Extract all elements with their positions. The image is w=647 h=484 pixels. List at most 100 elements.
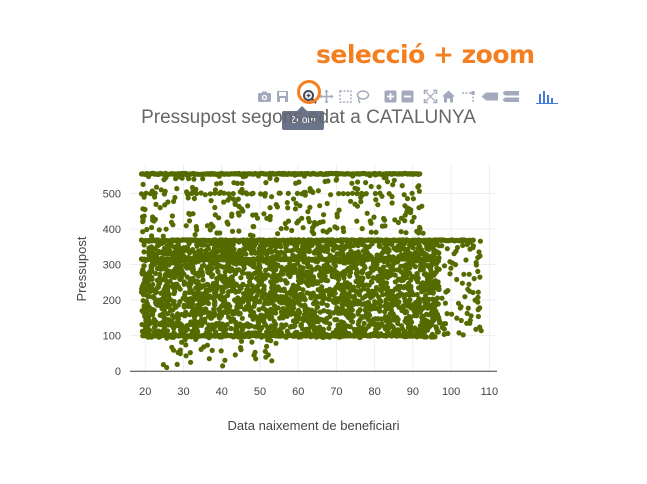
scatter-point	[348, 317, 354, 324]
scatter-point	[258, 191, 264, 197]
scatter-point	[402, 218, 408, 224]
scatter-point	[165, 199, 171, 205]
scatter-point	[140, 206, 146, 212]
scatter-point	[274, 204, 280, 210]
scatter-point	[374, 252, 380, 258]
scatter-point	[401, 284, 407, 290]
scatter-point	[299, 191, 305, 197]
scatter-point	[258, 281, 264, 287]
spike-lines-icon[interactable]	[461, 89, 476, 104]
scatter-point	[164, 328, 171, 334]
camera-icon[interactable]	[257, 89, 272, 104]
scatter-point	[171, 314, 177, 320]
scatter-point	[470, 289, 476, 296]
scatter-point	[181, 304, 187, 310]
scatter-point	[292, 318, 298, 325]
scatter-point	[349, 190, 356, 196]
scatter-point	[191, 326, 197, 332]
scatter-point	[295, 218, 301, 224]
scatter-point	[476, 249, 482, 255]
scatter-point	[230, 191, 236, 197]
plotly-logo-icon[interactable]	[536, 89, 558, 104]
scatter-point	[377, 287, 383, 293]
scatter-point	[144, 226, 150, 233]
autoscale-icon[interactable]	[423, 89, 438, 104]
scatter-point	[360, 286, 367, 292]
scatter-point	[403, 315, 409, 321]
scatter-point	[147, 246, 154, 252]
scatter-point	[175, 316, 181, 322]
scatter-point	[218, 180, 224, 186]
scatter-point	[185, 195, 191, 201]
scatter-point	[165, 270, 171, 276]
home-icon[interactable]	[441, 89, 456, 104]
scatter-point	[225, 197, 231, 203]
scatter-point	[172, 194, 178, 201]
hover-closest-icon[interactable]	[481, 89, 499, 104]
scatter-point	[324, 315, 330, 322]
scatter-point	[145, 294, 151, 300]
box-select-icon[interactable]	[338, 89, 353, 104]
scatter-point	[278, 226, 284, 232]
scatter-point	[385, 249, 391, 255]
scatter-point	[207, 191, 213, 197]
scatter-point	[424, 305, 431, 311]
scatter-point	[377, 243, 383, 249]
scatter-point	[352, 297, 358, 303]
scatter-point	[369, 303, 375, 309]
hover-compare-icon[interactable]	[502, 89, 520, 104]
scatter-point	[415, 279, 421, 285]
scatter-point	[162, 318, 168, 324]
scatter-point	[278, 244, 284, 250]
scatter-point	[336, 191, 342, 197]
scatter-point	[411, 214, 417, 220]
scatter-point	[175, 323, 181, 329]
scatter-point	[430, 311, 436, 317]
scatter-point	[340, 299, 346, 305]
scatter-point	[420, 304, 427, 311]
scatter-point	[225, 292, 231, 298]
scatter-point	[346, 302, 352, 308]
scatter-point	[262, 191, 268, 197]
scatter-point	[265, 295, 272, 301]
scatter-point	[473, 262, 479, 268]
scatter-point	[260, 242, 266, 248]
scatter-point	[202, 300, 208, 306]
scatter-point	[431, 253, 437, 259]
scatter-point	[285, 218, 292, 224]
scatter-point	[240, 295, 246, 301]
scatter-point	[211, 296, 217, 302]
scatter-point	[398, 263, 404, 269]
scatter-point	[389, 200, 395, 206]
scatter-point	[216, 247, 222, 254]
scatter-point	[473, 326, 479, 332]
scatter-point	[242, 247, 248, 253]
zoom-in-icon[interactable]	[383, 89, 398, 104]
scatter-point	[295, 298, 301, 304]
scatter-point	[187, 264, 194, 270]
save-icon[interactable]	[275, 89, 290, 104]
scatter-point	[334, 214, 340, 220]
scatter-point	[424, 277, 431, 283]
scatter-point	[205, 243, 211, 249]
scatter-point	[198, 190, 204, 196]
scatter-point	[477, 238, 483, 244]
scatter-point	[434, 311, 441, 317]
scatter-point	[238, 347, 244, 353]
scatter-point	[182, 290, 188, 296]
scatter-point	[321, 246, 327, 252]
scatter-point	[245, 298, 251, 304]
pan-icon[interactable]	[319, 89, 334, 104]
scatter-point	[294, 310, 300, 316]
zoom-out-icon[interactable]	[400, 89, 415, 104]
scatter-point	[416, 296, 422, 302]
scatter-point	[231, 246, 237, 252]
scatter-point	[291, 305, 297, 311]
scatter-point	[382, 309, 388, 315]
scatter-point	[153, 184, 160, 190]
scatter-point	[236, 228, 242, 234]
lasso-select-icon[interactable]	[355, 89, 370, 104]
scatter-point	[141, 213, 147, 219]
scatter-point	[381, 249, 387, 255]
scatter-point	[269, 289, 276, 295]
